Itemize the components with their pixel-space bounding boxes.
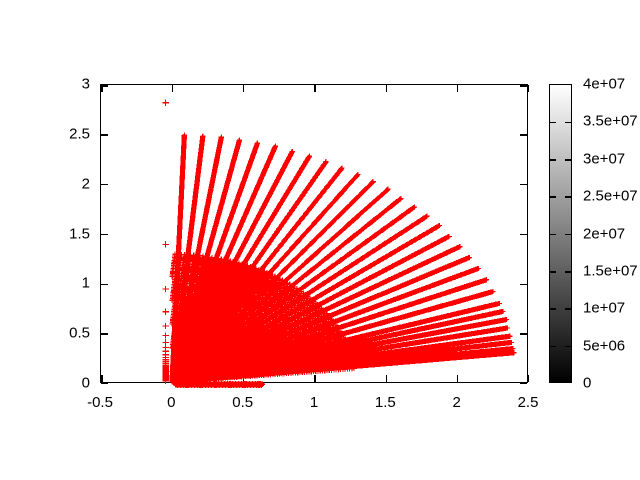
tick-mark [520, 134, 527, 136]
colorbar-tick-mark [550, 196, 556, 198]
tick-mark [456, 375, 459, 382]
tick-mark [101, 85, 103, 92]
tick-mark [520, 85, 527, 87]
tick-mark [314, 85, 316, 92]
tick-mark [520, 183, 527, 186]
tick-mark [527, 375, 529, 382]
colorbar-tick-label: 2.5e+07 [583, 187, 638, 205]
tick-mark [456, 85, 459, 92]
tick-mark [101, 283, 108, 286]
y-tick-label: 3 [81, 75, 90, 93]
tick-mark [527, 85, 529, 92]
scatter-data-layer [162, 99, 517, 388]
tick-mark [101, 382, 108, 384]
y-tick-label: 2 [81, 175, 90, 193]
colorbar-tick-label: 5e+06 [583, 337, 626, 355]
colorbar-tick-mark [565, 121, 571, 124]
colorbar-tick-label: 0 [583, 374, 592, 392]
x-tick-label: 2.5 [517, 394, 539, 411]
colorbar-tick-mark [550, 233, 556, 236]
plot-area [100, 84, 529, 388]
tick-mark [520, 382, 527, 384]
colorbar-tick-mark [565, 271, 571, 273]
colorbar-tick-mark [565, 308, 571, 311]
y-tick-label: 0 [81, 374, 90, 392]
tick-mark [101, 134, 108, 136]
tick-mark [520, 333, 527, 335]
colorbar-tick-mark [565, 233, 571, 236]
tick-mark [242, 85, 245, 92]
colorbar-tick-mark [565, 196, 571, 198]
y-tick-label: 1.5 [69, 225, 90, 242]
colorbar-tick-mark [550, 308, 556, 311]
tick-mark [520, 233, 527, 236]
x-tick-label: 1.5 [374, 394, 396, 411]
tick-mark [520, 283, 527, 286]
y-tick-label: 2.5 [69, 125, 90, 143]
tick-mark [101, 233, 108, 236]
x-tick-label: 2 [452, 394, 461, 411]
colorbar-tick-mark [550, 158, 556, 161]
colorbar-gradient [549, 84, 572, 383]
tick-mark [171, 85, 174, 92]
colorbar-tick-label: 4e+07 [583, 75, 626, 93]
tick-mark [101, 183, 108, 186]
y-tick-label: 1 [81, 274, 90, 292]
tick-mark [101, 375, 103, 382]
colorbar-tick-label: 3e+07 [583, 150, 626, 168]
tick-mark [242, 375, 245, 382]
tick-mark [385, 375, 388, 382]
colorbar-tick-mark [550, 345, 556, 348]
colorbar-tick-label: 1e+07 [583, 299, 626, 317]
tick-mark [101, 333, 108, 335]
x-tick-label: 0 [167, 394, 176, 411]
colorbar-tick-mark [550, 121, 556, 124]
x-tick-label: 1 [309, 394, 319, 411]
colorbar-tick-label: 2e+07 [583, 225, 626, 242]
x-tick-label: -0.5 [87, 394, 113, 411]
tick-mark [314, 375, 316, 382]
colorbar-tick-mark [550, 271, 556, 273]
colorbar-tick-mark [565, 158, 571, 161]
colorbar-tick-label: 3.5e+07 [583, 112, 638, 130]
y-tick-label: 0.5 [69, 324, 90, 342]
tick-mark [385, 85, 388, 92]
x-tick-label: 0.5 [232, 394, 254, 411]
colorbar-tick-label: 1.5e+07 [583, 262, 638, 280]
colorbar-tick-mark [565, 345, 571, 348]
tick-mark [171, 375, 174, 382]
